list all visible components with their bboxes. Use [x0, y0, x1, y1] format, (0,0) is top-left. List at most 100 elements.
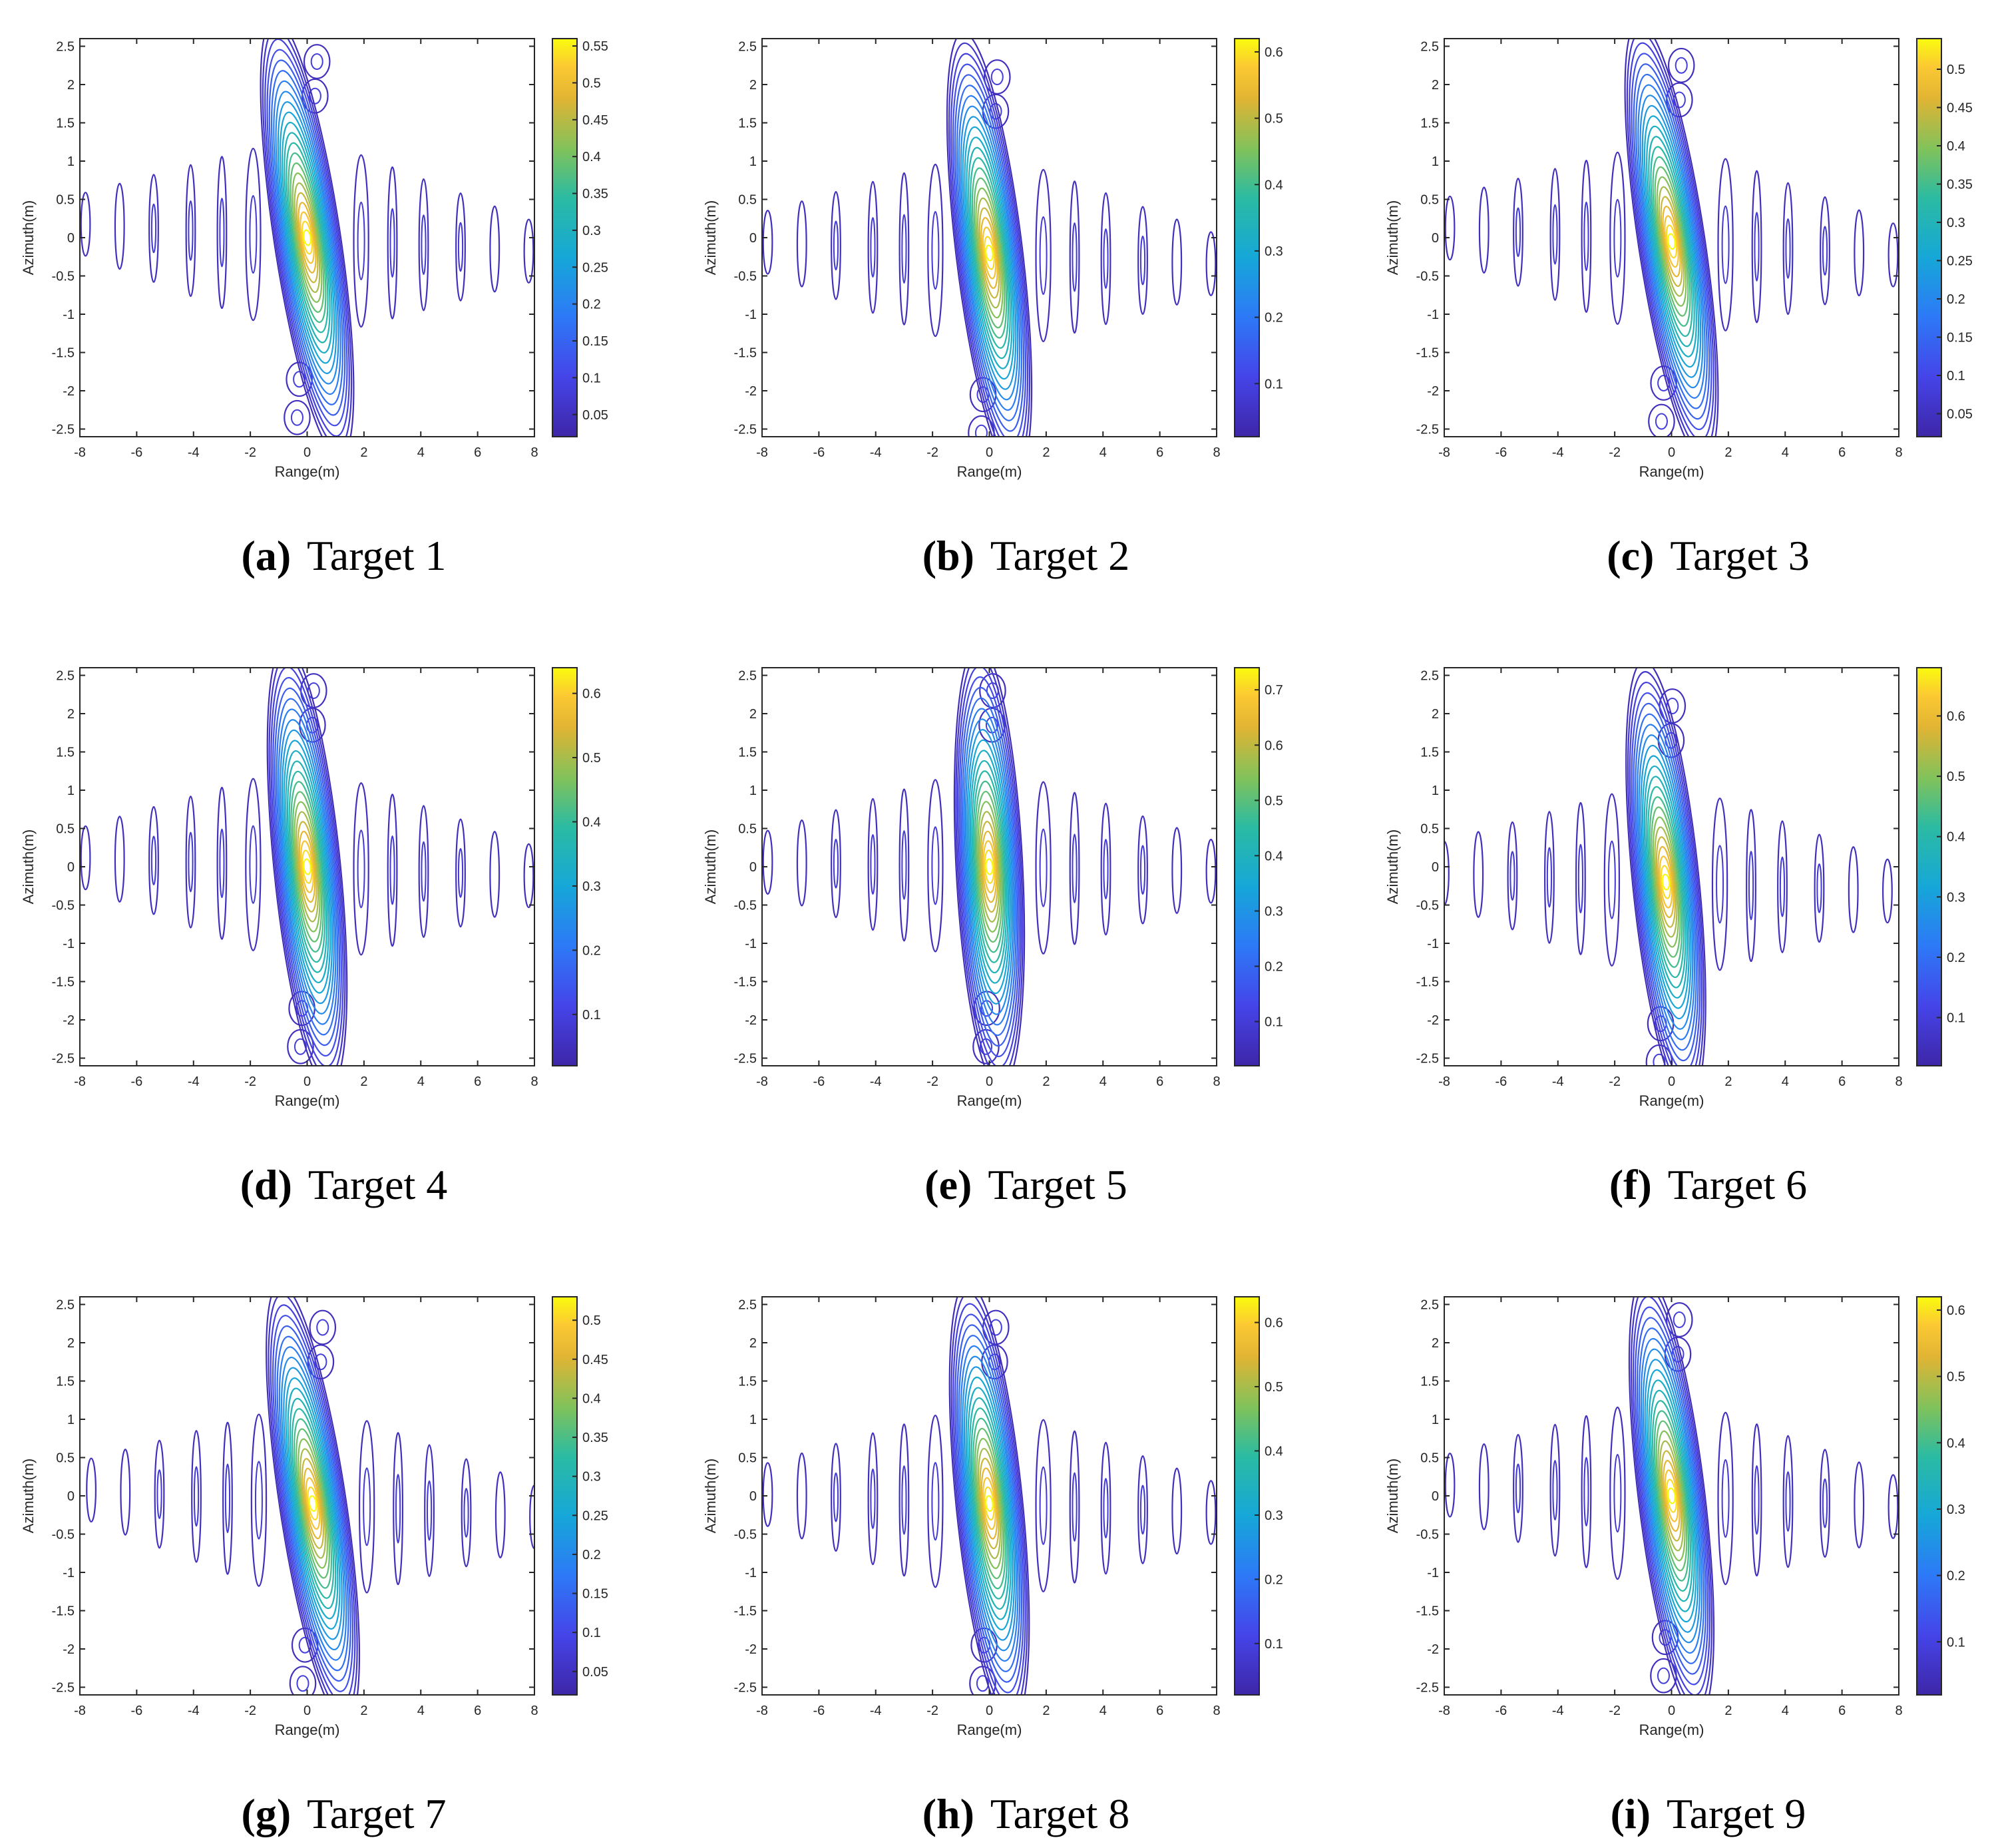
- lobe-contour: [1663, 1460, 1681, 1532]
- x-tick-label: -2: [1609, 445, 1621, 460]
- sidelobe-contour: [245, 778, 262, 951]
- x-tick-label: -8: [756, 1074, 768, 1089]
- lobe-contour: [1659, 855, 1673, 909]
- sidelobe-contour: [185, 796, 196, 929]
- lobe-contour: [970, 1407, 1008, 1600]
- lobe-contour: [1642, 755, 1690, 1009]
- lobe-contour: [270, 1304, 356, 1695]
- x-tick-label: -2: [926, 1074, 938, 1089]
- y-tick-label: 2.5: [738, 40, 757, 55]
- colorbar-tick-label: 0.2: [1947, 292, 1965, 307]
- y-tick-label: 0: [1432, 1489, 1439, 1504]
- colorbar-tick-label: 0.2: [582, 943, 601, 958]
- x-tick-label: 4: [1782, 1704, 1789, 1718]
- lobe-contour: [290, 162, 325, 313]
- sidelobe-contour: [289, 1666, 317, 1695]
- chart-panel: -8 -6 -4 -2 0 2 4 6 8 -2.5 -2 -1.5 -1 -0.5 0 0.5 1 1.5 2 2.…: [702, 667, 1283, 1208]
- lobe-contour: [975, 187, 1004, 319]
- y-tick-label: 1: [1432, 784, 1439, 798]
- sidelobe-contour: [1103, 1478, 1109, 1538]
- sidelobe-contour: [1711, 798, 1728, 971]
- colorbar-tick-label: 0.15: [582, 334, 608, 349]
- sidelobe-contour: [931, 826, 940, 905]
- lobe-contour: [1652, 156, 1691, 327]
- sidelobe-contour: [523, 843, 534, 909]
- lobe-contour: [968, 739, 1011, 995]
- lobe-contour: [279, 111, 335, 364]
- lobe-contour: [295, 811, 319, 923]
- lobe-contour: [960, 1345, 1019, 1662]
- lobe-contour: [288, 770, 326, 963]
- colorbar-tick-label: 0.3: [1947, 890, 1965, 905]
- colorbar-tick-label: 0.4: [1265, 849, 1283, 863]
- x-tick-label: 8: [1213, 445, 1220, 460]
- sidelobe-contour: [1583, 1457, 1589, 1527]
- y-axis-label: Azimuth(m): [1384, 829, 1401, 904]
- lobe-contour: [970, 157, 1009, 349]
- sidelobe-contour: [833, 839, 839, 889]
- sidelobe-contour: [455, 192, 466, 302]
- x-axis-label: Range(m): [275, 1092, 340, 1109]
- sidelobe-contour: [1513, 1433, 1523, 1543]
- main-lobe: [946, 39, 1033, 437]
- sidelobe-contour: [1607, 840, 1616, 919]
- lobe-contour: [953, 668, 1026, 1066]
- lobe-contour: [956, 85, 1023, 421]
- sidelobe-contour: [1777, 820, 1788, 953]
- lobe-contour: [980, 1467, 998, 1540]
- colorbar-tick-label: 0.5: [1265, 1380, 1283, 1395]
- lobe-contour: [303, 1467, 323, 1540]
- lobe-contour: [1627, 671, 1704, 1066]
- lobe-contour: [272, 676, 342, 1057]
- x-tick-label: -2: [244, 445, 256, 460]
- sidelobe-contour: [395, 1474, 401, 1544]
- y-tick-label: -1.5: [1416, 1604, 1439, 1619]
- lobe-contour: [973, 177, 1006, 329]
- sidelobe-contour: [1848, 846, 1859, 933]
- colorbar: [1234, 667, 1260, 1066]
- y-tick-label: -1: [1427, 1566, 1439, 1580]
- lobe-contour: [982, 840, 996, 893]
- lobe-contour: [299, 1448, 326, 1559]
- main-lobe: [1624, 39, 1719, 437]
- x-tick-label: 8: [530, 1704, 538, 1718]
- sidelobe-contour: [898, 1423, 910, 1577]
- main-lobe: [948, 1297, 1030, 1695]
- x-tick-label: -6: [1495, 445, 1507, 460]
- x-tick-label: 4: [417, 1074, 425, 1089]
- panel-caption: (h) Target 8: [922, 1790, 1130, 1837]
- x-tick-label: 0: [986, 1704, 993, 1718]
- sidelobe-contour: [290, 409, 303, 426]
- sidelobe-contour: [1583, 201, 1589, 272]
- y-tick-label: 0.5: [1420, 1451, 1439, 1466]
- x-tick-label: 8: [1895, 1074, 1902, 1089]
- sidelobe-contour: [1039, 828, 1048, 907]
- colorbar-tick-label: 0.6: [1265, 738, 1283, 753]
- panel-caption: (i) Target 9: [1611, 1790, 1806, 1837]
- sidelobe-contour: [191, 1430, 202, 1563]
- sidelobe-contour: [357, 829, 365, 909]
- x-tick-label: -6: [130, 1074, 142, 1089]
- sidelobe-contour: [1039, 216, 1048, 295]
- sidelobe-contour: [976, 1675, 990, 1692]
- lobe-contour: [966, 136, 1013, 369]
- colorbar-tick-label: 0.3: [1265, 904, 1283, 919]
- y-axis-label: Azimuth(m): [20, 829, 37, 904]
- y-tick-label: -0.5: [734, 899, 757, 913]
- sidelobe-contour: [1746, 809, 1756, 963]
- y-tick-label: 1.5: [56, 746, 75, 760]
- lobe-contour: [1637, 84, 1706, 399]
- sidelobe-contour: [296, 1675, 309, 1692]
- sidelobe-contour: [224, 1463, 231, 1533]
- colorbar: [1916, 667, 1942, 1066]
- y-tick-label: -2: [1427, 384, 1439, 399]
- panel-caption: (a) Target 1: [242, 532, 447, 579]
- x-tick-label: -4: [1552, 1074, 1564, 1089]
- lobe-contour: [266, 49, 348, 427]
- colorbar-tick-label: 0.1: [1947, 1011, 1965, 1026]
- y-tick-label: 1.5: [738, 746, 757, 760]
- sidelobe-contour: [489, 205, 500, 293]
- x-axis-label: Range(m): [275, 463, 340, 480]
- sidelobe-contour: [523, 218, 534, 284]
- lobe-contour: [298, 830, 316, 903]
